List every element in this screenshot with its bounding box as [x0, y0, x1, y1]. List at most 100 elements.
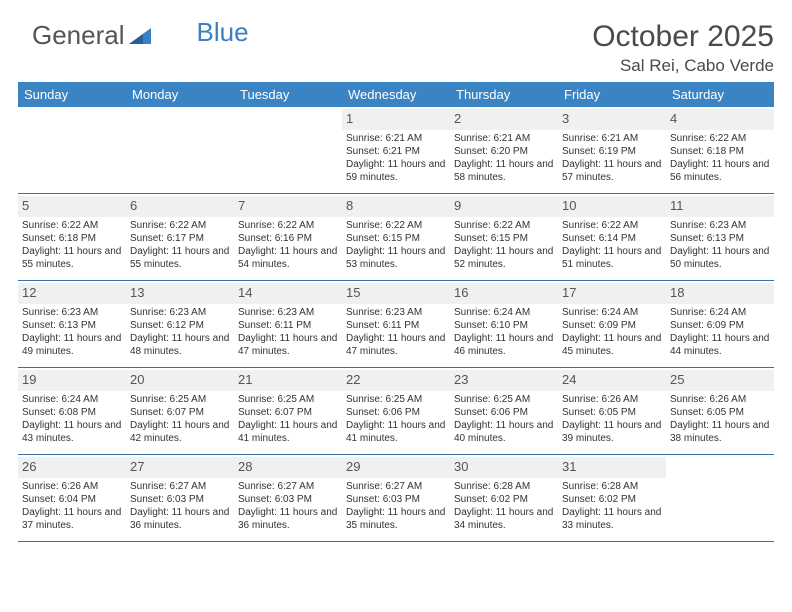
- day-number: 7: [234, 196, 342, 217]
- sunrise-line: Sunrise: 6:22 AM: [454, 219, 554, 232]
- sunset-line: Sunset: 6:18 PM: [22, 232, 122, 245]
- calendar-week: 5 Sunrise: 6:22 AM Sunset: 6:18 PM Daylight…: [18, 194, 774, 281]
- day-number: 28: [234, 457, 342, 478]
- daylight-line: Daylight: 11 hours and 52 minutes.: [454, 245, 554, 271]
- daylight-line: Daylight: 11 hours and 39 minutes.: [562, 419, 662, 445]
- sunrise-line: Sunrise: 6:22 AM: [130, 219, 230, 232]
- sunset-line: Sunset: 6:03 PM: [346, 493, 446, 506]
- sunset-line: Sunset: 6:18 PM: [670, 145, 770, 158]
- sunrise-line: Sunrise: 6:21 AM: [454, 132, 554, 145]
- logo: General Blue: [18, 20, 249, 51]
- sunrise-line: Sunrise: 6:22 AM: [562, 219, 662, 232]
- sunset-line: Sunset: 6:04 PM: [22, 493, 122, 506]
- day-number: 31: [558, 457, 666, 478]
- sunrise-line: Sunrise: 6:24 AM: [22, 393, 122, 406]
- calendar-day: 14Sunrise: 6:23 AMSunset: 6:11 PMDayligh…: [234, 281, 342, 367]
- daylight-line: Daylight: 11 hours and 47 minutes.: [346, 332, 446, 358]
- daylight-line: Daylight: 11 hours and 34 minutes.: [454, 506, 554, 532]
- calendar-day: 31Sunrise: 6:28 AMSunset: 6:02 PMDayligh…: [558, 455, 666, 541]
- day-number: 24: [558, 370, 666, 391]
- sunset-line: Sunset: 6:15 PM: [454, 232, 554, 245]
- sunset-line: Sunset: 6:05 PM: [670, 406, 770, 419]
- calendar-week: 1Sunrise: 6:21 AMSunset: 6:21 PMDaylight…: [18, 107, 774, 194]
- calendar-day: 23Sunrise: 6:25 AMSunset: 6:06 PMDayligh…: [450, 368, 558, 454]
- calendar-day: [234, 107, 342, 193]
- sunrise-line: Sunrise: 6:25 AM: [130, 393, 230, 406]
- calendar-day: 12Sunrise: 6:23 AMSunset: 6:13 PMDayligh…: [18, 281, 126, 367]
- sunrise-line: Sunrise: 6:28 AM: [454, 480, 554, 493]
- month-title: October 2025: [592, 20, 774, 54]
- daylight-line: Daylight: 11 hours and 53 minutes.: [346, 245, 446, 271]
- daylight-line: Daylight: 11 hours and 42 minutes.: [130, 419, 230, 445]
- day-number: 19: [18, 370, 126, 391]
- title-block: October 2025 Sal Rei, Cabo Verde: [592, 20, 774, 76]
- daylight-line: Daylight: 11 hours and 46 minutes.: [454, 332, 554, 358]
- day-number: 18: [666, 283, 774, 304]
- calendar: SundayMondayTuesdayWednesdayThursdayFrid…: [18, 82, 774, 542]
- calendar-day: [126, 107, 234, 193]
- day-number: 6: [126, 196, 234, 217]
- calendar-day: 6Sunrise: 6:22 AMSunset: 6:17 PMDaylight…: [126, 194, 234, 280]
- weekday-label: Saturday: [666, 82, 774, 107]
- daylight-line: Daylight: 11 hours and 47 minutes.: [238, 332, 338, 358]
- calendar-day: 16Sunrise: 6:24 AMSunset: 6:10 PMDayligh…: [450, 281, 558, 367]
- sunrise-line: Sunrise: 6:23 AM: [130, 306, 230, 319]
- daylight-line: Daylight: 11 hours and 48 minutes.: [130, 332, 230, 358]
- sunrise-line: Sunrise: 6:26 AM: [670, 393, 770, 406]
- calendar-day: 25Sunrise: 6:26 AMSunset: 6:05 PMDayligh…: [666, 368, 774, 454]
- sunset-line: Sunset: 6:20 PM: [454, 145, 554, 158]
- sunrise-line: Sunrise: 6:27 AM: [130, 480, 230, 493]
- sunrise-line: Sunrise: 6:26 AM: [562, 393, 662, 406]
- daylight-line: Daylight: 11 hours and 36 minutes.: [238, 506, 338, 532]
- sunrise-line: Sunrise: 6:25 AM: [238, 393, 338, 406]
- sunset-line: Sunset: 6:12 PM: [130, 319, 230, 332]
- day-number: 5: [18, 196, 126, 217]
- calendar-week: 19Sunrise: 6:24 AMSunset: 6:08 PMDayligh…: [18, 368, 774, 455]
- daylight-line: Daylight: 11 hours and 36 minutes.: [130, 506, 230, 532]
- sunset-line: Sunset: 6:13 PM: [22, 319, 122, 332]
- calendar-day: 28Sunrise: 6:27 AMSunset: 6:03 PMDayligh…: [234, 455, 342, 541]
- sunset-line: Sunset: 6:02 PM: [454, 493, 554, 506]
- sunset-line: Sunset: 6:14 PM: [562, 232, 662, 245]
- day-number: 3: [558, 109, 666, 130]
- calendar-day: 1Sunrise: 6:21 AMSunset: 6:21 PMDaylight…: [342, 107, 450, 193]
- sunset-line: Sunset: 6:16 PM: [238, 232, 338, 245]
- daylight-line: Daylight: 11 hours and 33 minutes.: [562, 506, 662, 532]
- calendar-day: 26Sunrise: 6:26 AMSunset: 6:04 PMDayligh…: [18, 455, 126, 541]
- sunset-line: Sunset: 6:19 PM: [562, 145, 662, 158]
- calendar-day: 10Sunrise: 6:22 AMSunset: 6:14 PMDayligh…: [558, 194, 666, 280]
- sunset-line: Sunset: 6:11 PM: [238, 319, 338, 332]
- sunset-line: Sunset: 6:07 PM: [238, 406, 338, 419]
- sunrise-line: Sunrise: 6:23 AM: [670, 219, 770, 232]
- calendar-day: 15Sunrise: 6:23 AMSunset: 6:11 PMDayligh…: [342, 281, 450, 367]
- daylight-line: Daylight: 11 hours and 54 minutes.: [238, 245, 338, 271]
- day-number: 10: [558, 196, 666, 217]
- logo-text-2: Blue: [197, 17, 249, 48]
- sunset-line: Sunset: 6:05 PM: [562, 406, 662, 419]
- sunset-line: Sunset: 6:06 PM: [346, 406, 446, 419]
- calendar-day: 24 Sunrise: 6:26 AMSunset: 6:05 PMDayligh…: [558, 368, 666, 454]
- calendar-day: 3Sunrise: 6:21 AMSunset: 6:19 PMDaylight…: [558, 107, 666, 193]
- sunrise-line: Sunrise: 6:28 AM: [562, 480, 662, 493]
- calendar-day: 7 Sunrise: 6:22 AMSunset: 6:16 PMDaylight…: [234, 194, 342, 280]
- day-number: 27: [126, 457, 234, 478]
- sunrise-line: Sunrise: 6:22 AM: [238, 219, 338, 232]
- sunset-line: Sunset: 6:10 PM: [454, 319, 554, 332]
- calendar-day: 5Sunrise: 6:22 AMSunset: 6:18 PMDaylight…: [18, 194, 126, 280]
- calendar-week: 12Sunrise: 6:23 AMSunset: 6:13 PMDayligh…: [18, 281, 774, 368]
- sunrise-line: Sunrise: 6:23 AM: [22, 306, 122, 319]
- sunrise-line: Sunrise: 6:21 AM: [562, 132, 662, 145]
- day-number: 29: [342, 457, 450, 478]
- weekday-label: Thursday: [450, 82, 558, 107]
- sunrise-line: Sunrise: 6:25 AM: [346, 393, 446, 406]
- daylight-line: Daylight: 11 hours and 59 minutes.: [346, 158, 446, 184]
- weekday-label: Tuesday: [234, 82, 342, 107]
- sunrise-line: Sunrise: 6:24 AM: [670, 306, 770, 319]
- sunrise-line: Sunrise: 6:24 AM: [454, 306, 554, 319]
- sunrise-line: Sunrise: 6:27 AM: [346, 480, 446, 493]
- sunset-line: Sunset: 6:03 PM: [130, 493, 230, 506]
- header: General Blue October 2025 Sal Rei, Cabo …: [18, 20, 774, 76]
- sunset-line: Sunset: 6:09 PM: [670, 319, 770, 332]
- sunset-line: Sunset: 6:07 PM: [130, 406, 230, 419]
- logo-triangle-icon: [129, 20, 151, 51]
